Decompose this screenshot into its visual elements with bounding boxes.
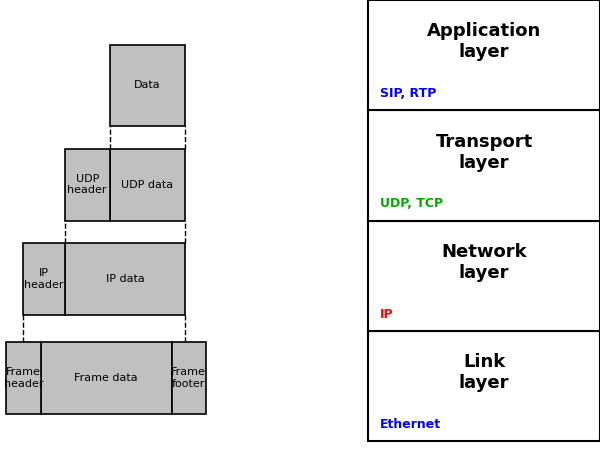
Text: Frame
footer: Frame footer xyxy=(172,367,206,389)
FancyBboxPatch shape xyxy=(41,342,172,414)
FancyBboxPatch shape xyxy=(368,110,600,220)
FancyBboxPatch shape xyxy=(23,243,65,315)
FancyBboxPatch shape xyxy=(110,148,185,220)
Text: SIP, RTP: SIP, RTP xyxy=(380,87,437,100)
Text: UDP
header: UDP header xyxy=(67,174,107,195)
Text: UDP data: UDP data xyxy=(121,180,173,189)
FancyBboxPatch shape xyxy=(65,148,110,220)
Text: UDP, TCP: UDP, TCP xyxy=(380,198,443,211)
FancyBboxPatch shape xyxy=(110,45,185,126)
Text: IP data: IP data xyxy=(106,274,145,284)
Text: Link
layer: Link layer xyxy=(459,353,509,392)
Text: Transport
layer: Transport layer xyxy=(436,133,533,171)
Text: Application
layer: Application layer xyxy=(427,22,541,61)
FancyBboxPatch shape xyxy=(65,243,185,315)
Text: Frame
header: Frame header xyxy=(4,367,43,389)
FancyBboxPatch shape xyxy=(368,220,600,331)
Text: Ethernet: Ethernet xyxy=(380,418,442,431)
Text: Network
layer: Network layer xyxy=(442,243,527,282)
Text: IP: IP xyxy=(380,308,394,321)
Text: IP
header: IP header xyxy=(25,268,64,290)
Text: Data: Data xyxy=(134,81,161,90)
FancyBboxPatch shape xyxy=(6,342,41,414)
FancyBboxPatch shape xyxy=(172,342,206,414)
FancyBboxPatch shape xyxy=(368,0,600,110)
Text: Frame data: Frame data xyxy=(74,373,138,383)
FancyBboxPatch shape xyxy=(368,331,600,441)
